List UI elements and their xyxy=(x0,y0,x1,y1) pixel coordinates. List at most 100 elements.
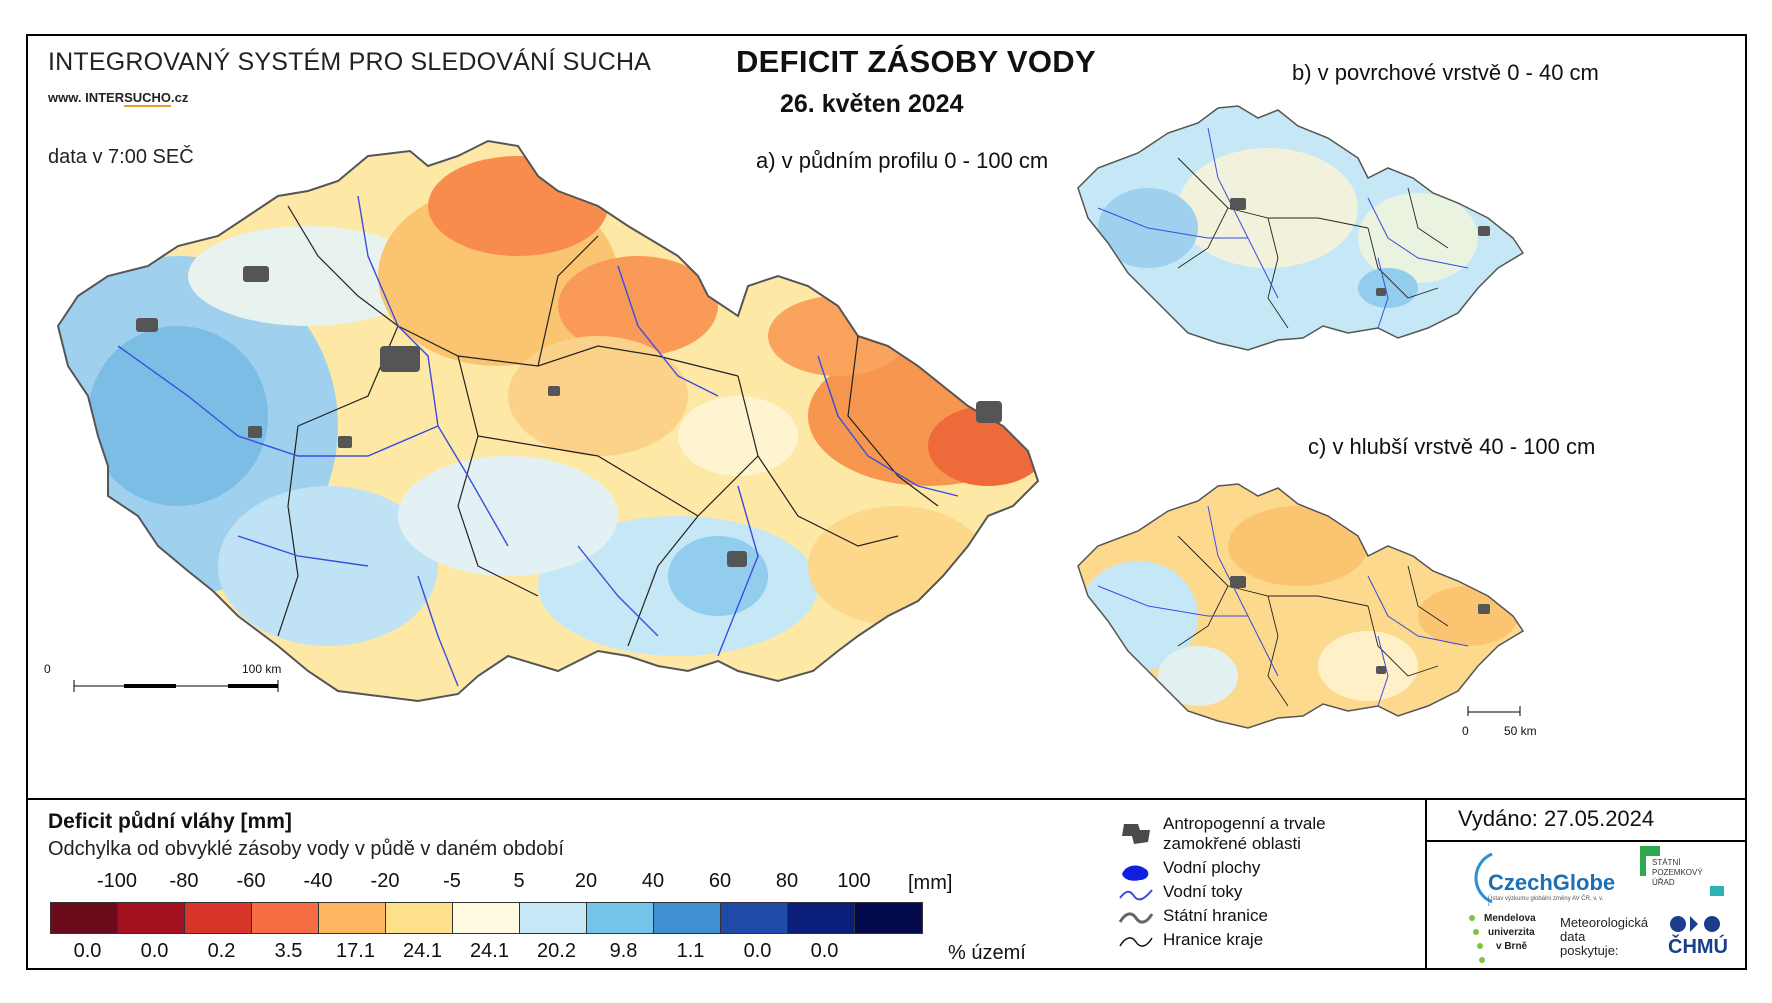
legend-swatch xyxy=(654,903,721,933)
legend-swatch xyxy=(453,903,520,933)
map-b-subtitle: b) v povrchové vrstvě 0 - 40 cm xyxy=(1292,60,1599,85)
key-urban-label2: zamokřené oblasti xyxy=(1163,834,1301,853)
key-river-label: Vodní toky xyxy=(1163,882,1243,901)
legend-unit-mm: [mm] xyxy=(908,872,953,894)
legend-percentage-label: 0.0 xyxy=(140,940,169,962)
url-suffix: .cz xyxy=(171,90,189,105)
url-brand: SUCHO xyxy=(124,90,172,107)
legend-threshold-label: -40 xyxy=(303,870,333,892)
legend-swatch xyxy=(855,903,922,933)
legend-percentage-label: 0.0 xyxy=(810,940,839,962)
key-state-border-label: Státní hranice xyxy=(1163,906,1268,925)
map-c-scale-end: 50 km xyxy=(1504,724,1537,738)
spu-logo[interactable]: STÁTNÍ POZEMKOVÝ ÚŘAD xyxy=(1640,846,1730,896)
legend-unit-pct: % území xyxy=(948,942,1026,964)
czechglobe-text: CzechGlobe xyxy=(1488,870,1616,895)
map-b-surface-layer xyxy=(1077,105,1525,351)
map-a-scale-end: 100 km xyxy=(242,662,282,676)
mendel-university-logo[interactable]: Mendelova univerzita v Brně xyxy=(1466,912,1556,972)
legend-percentage-label: 24.1 xyxy=(470,940,509,962)
map-c-scale-start: 0 xyxy=(1462,724,1469,738)
legend-swatch xyxy=(51,903,118,933)
map-a-scale-bar xyxy=(73,680,279,692)
url-prefix: www. INTER xyxy=(48,90,125,105)
legend-subtitle: Odchylka od obvyklé zásoby vody v půdě v… xyxy=(48,838,564,860)
legend-swatch xyxy=(185,903,252,933)
legend-swatch xyxy=(118,903,185,933)
chmu-mark-icon xyxy=(1670,916,1720,932)
spu-green-bar xyxy=(1640,846,1646,876)
legend-percentage-label: 9.8 xyxy=(609,940,638,962)
issued-divider xyxy=(1425,840,1747,842)
legend-percentage-label: 20.2 xyxy=(537,940,576,962)
mendel-line-3: v Brně xyxy=(1496,941,1528,952)
river-icon xyxy=(1119,889,1153,901)
meteorological-data-note: Meteorologická data poskytuje: xyxy=(1560,916,1648,958)
main-title: DEFICIT ZÁSOBY VODY xyxy=(736,44,1096,79)
legend-percentage-label: 24.1 xyxy=(403,940,442,962)
spu-line-2: POZEMKOVÝ xyxy=(1652,868,1703,877)
legend-percentage-label: 1.1 xyxy=(676,940,705,962)
legend-threshold-label: 80 xyxy=(775,870,799,892)
data-time: data v 7:00 SEČ xyxy=(48,146,194,168)
legend-percentage-label: 0.0 xyxy=(743,940,772,962)
map-c-subtitle: c) v hlubší vrstvě 40 - 100 cm xyxy=(1308,434,1596,459)
legend-threshold-label: 5 xyxy=(513,870,525,892)
legend-thresholds: -100 -80 -60 -40 -20 -5 5 20 40 60 80 100 xyxy=(48,870,968,896)
legend-swatch xyxy=(721,903,788,933)
legend-swatch xyxy=(319,903,386,933)
spu-line-3: ÚŘAD xyxy=(1652,878,1675,887)
czechglobe-arc-icon xyxy=(1474,852,1493,904)
legend-title: Deficit půdní vláhy [mm] xyxy=(48,810,292,833)
legend-threshold-label: 100 xyxy=(837,870,871,892)
legend-color-bar xyxy=(50,902,923,934)
legend-threshold-label: 60 xyxy=(708,870,732,892)
legend-threshold-label: -80 xyxy=(169,870,199,892)
legend-threshold-label: -20 xyxy=(370,870,400,892)
czechglobe-subtext: Ústav výzkumu globální změny AV ČR, v. v… xyxy=(1488,896,1604,908)
legend-threshold-label: -100 xyxy=(96,870,138,892)
legend-percentage-label: 0.0 xyxy=(73,940,102,962)
mendel-dots-icon xyxy=(1469,915,1485,963)
met-line-2: data xyxy=(1560,929,1586,944)
footer-divider xyxy=(1425,798,1427,970)
legend-swatch xyxy=(587,903,654,933)
key-region-border-label: Hranice kraje xyxy=(1163,930,1264,949)
legend-threshold-label: -5 xyxy=(443,870,461,892)
legend-percentages: 0.0 0.0 0.2 3.5 17.1 24.1 24.1 20.2 9.8 1.1 0.0 0.0 xyxy=(48,940,968,966)
legend-swatch xyxy=(520,903,587,933)
legend-swatch xyxy=(788,903,855,933)
water-body-icon xyxy=(1122,865,1149,881)
region-border-icon xyxy=(1119,937,1153,947)
legend-percentage-label: 0.2 xyxy=(207,940,236,962)
legend-threshold-label: 40 xyxy=(641,870,665,892)
spu-text: STÁTNÍ POZEMKOVÝ ÚŘAD xyxy=(1652,858,1703,888)
legend-divider xyxy=(28,798,1745,800)
map-date: 26. květen 2024 xyxy=(780,90,964,118)
system-title: INTEGROVANÝ SYSTÉM PRO SLEDOVÁNÍ SUCHA xyxy=(48,48,652,76)
website-url[interactable]: www. INTERSUCHO.cz xyxy=(48,90,189,107)
met-line-3: poskytuje: xyxy=(1560,943,1619,958)
map-c-scale-bar xyxy=(1467,706,1521,716)
legend-swatch xyxy=(386,903,453,933)
mendel-line-2: univerzita xyxy=(1488,927,1535,938)
chmu-logo[interactable]: ČHMÚ xyxy=(1668,914,1728,964)
czechglobe-logo[interactable]: CzechGlobe Ústav výzkumu globální změny … xyxy=(1458,848,1615,910)
map-a-soil-profile xyxy=(56,139,1040,703)
legend-percentage-label: 3.5 xyxy=(274,940,303,962)
met-line-1: Meteorologická xyxy=(1560,915,1649,930)
spu-line-1: STÁTNÍ xyxy=(1652,858,1681,867)
key-urban-label: Antropogenní a trvale xyxy=(1163,814,1326,833)
mendel-line-1: Mendelova xyxy=(1484,913,1536,924)
legend-percentage-label: 17.1 xyxy=(336,940,375,962)
spu-green-mark xyxy=(1640,846,1660,856)
legend-swatch xyxy=(252,903,319,933)
legend-threshold-label: -60 xyxy=(236,870,266,892)
map-a-scale-start: 0 xyxy=(44,662,51,676)
state-border-icon xyxy=(1118,912,1154,924)
map-c-deep-layer xyxy=(1077,483,1525,729)
map-frame: INTEGROVANÝ SYSTÉM PRO SLEDOVÁNÍ SUCHA w… xyxy=(26,34,1747,970)
map-a-subtitle: a) v půdním profilu 0 - 100 cm xyxy=(756,148,1049,173)
urban-area-icon xyxy=(1122,824,1150,844)
key-water-label: Vodní plochy xyxy=(1163,858,1261,877)
